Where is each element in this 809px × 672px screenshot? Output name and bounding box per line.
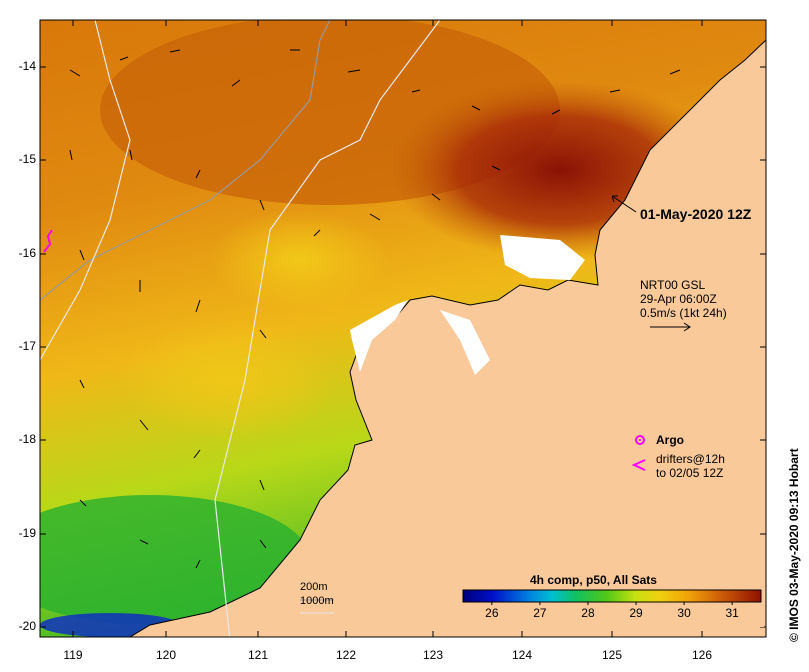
contour-1000m bbox=[40, 20, 441, 637]
credit-label: © IMOS 03-May-2020 09:13 Hobart bbox=[787, 448, 801, 642]
argo-marker bbox=[635, 435, 645, 445]
drifter-track bbox=[43, 229, 53, 253]
longitude-tick-label: 120 bbox=[155, 648, 177, 662]
date-label: 01-May-2020 12Z bbox=[640, 206, 752, 222]
longitude-tick-label: 126 bbox=[691, 648, 713, 662]
argo-label: Argo bbox=[656, 433, 684, 447]
colorbar-tick-marks bbox=[491, 602, 733, 605]
contour-200m-label: 200m bbox=[300, 581, 328, 593]
cloud-mask bbox=[350, 300, 408, 372]
longitude-tick-label: 122 bbox=[335, 648, 357, 662]
longitude-tick-label: 121 bbox=[247, 648, 269, 662]
land-kimberley bbox=[129, 20, 766, 637]
longitude-tick-label: 124 bbox=[511, 648, 533, 662]
latitude-tick-label: -15 bbox=[18, 152, 36, 166]
latitude-tick-label: -19 bbox=[18, 526, 36, 540]
latitude-tick-label: -16 bbox=[18, 246, 36, 260]
colorbar-tick-label: 30 bbox=[677, 606, 691, 620]
longitude-tick-label: 125 bbox=[601, 648, 623, 662]
latitude-tick-label: -17 bbox=[18, 339, 36, 353]
colorbar-tick-label: 29 bbox=[629, 606, 643, 620]
date-pointer bbox=[611, 195, 637, 213]
contour-1000m-label: 1000m bbox=[300, 595, 334, 607]
drifters-label-line2: to 02/05 12Z bbox=[656, 466, 724, 480]
colorbar-background bbox=[456, 582, 764, 627]
yellow-plume-2 bbox=[120, 320, 340, 440]
latitude-tick-label: -14 bbox=[18, 59, 36, 73]
current-scale-label: 0.5m/s (1kt 24h) bbox=[640, 306, 727, 320]
colorbar-title: 4h comp, p50, All Sats bbox=[530, 573, 657, 587]
current-scale-arrow bbox=[650, 322, 691, 332]
colorbar-tick-label: 27 bbox=[533, 606, 547, 620]
longitude-tick-label: 123 bbox=[422, 648, 444, 662]
cloud-mask-2 bbox=[500, 235, 585, 280]
drifters-label-line1: drifters@12h bbox=[656, 452, 725, 466]
cloud-mask-3 bbox=[440, 310, 490, 375]
colorbar-tick-label: 26 bbox=[485, 606, 499, 620]
longitude-tick-label: 119 bbox=[63, 648, 83, 662]
contour-200m bbox=[40, 20, 331, 301]
current-time-label: 29-Apr 06:00Z bbox=[640, 292, 717, 306]
plot-frame bbox=[39, 19, 767, 638]
current-source-label: NRT00 GSL bbox=[640, 278, 706, 292]
latitude-tick-label: -18 bbox=[18, 432, 36, 446]
yellow-plume bbox=[210, 210, 390, 310]
latitude-tick-label: -20 bbox=[18, 619, 36, 633]
drifter-marker bbox=[631, 459, 646, 471]
current-vectors bbox=[69, 49, 681, 569]
colorbar bbox=[462, 589, 762, 603]
colorbar-tick-label: 28 bbox=[581, 606, 595, 620]
colorbar-tick-label: 31 bbox=[725, 606, 739, 620]
green-band bbox=[40, 495, 310, 625]
